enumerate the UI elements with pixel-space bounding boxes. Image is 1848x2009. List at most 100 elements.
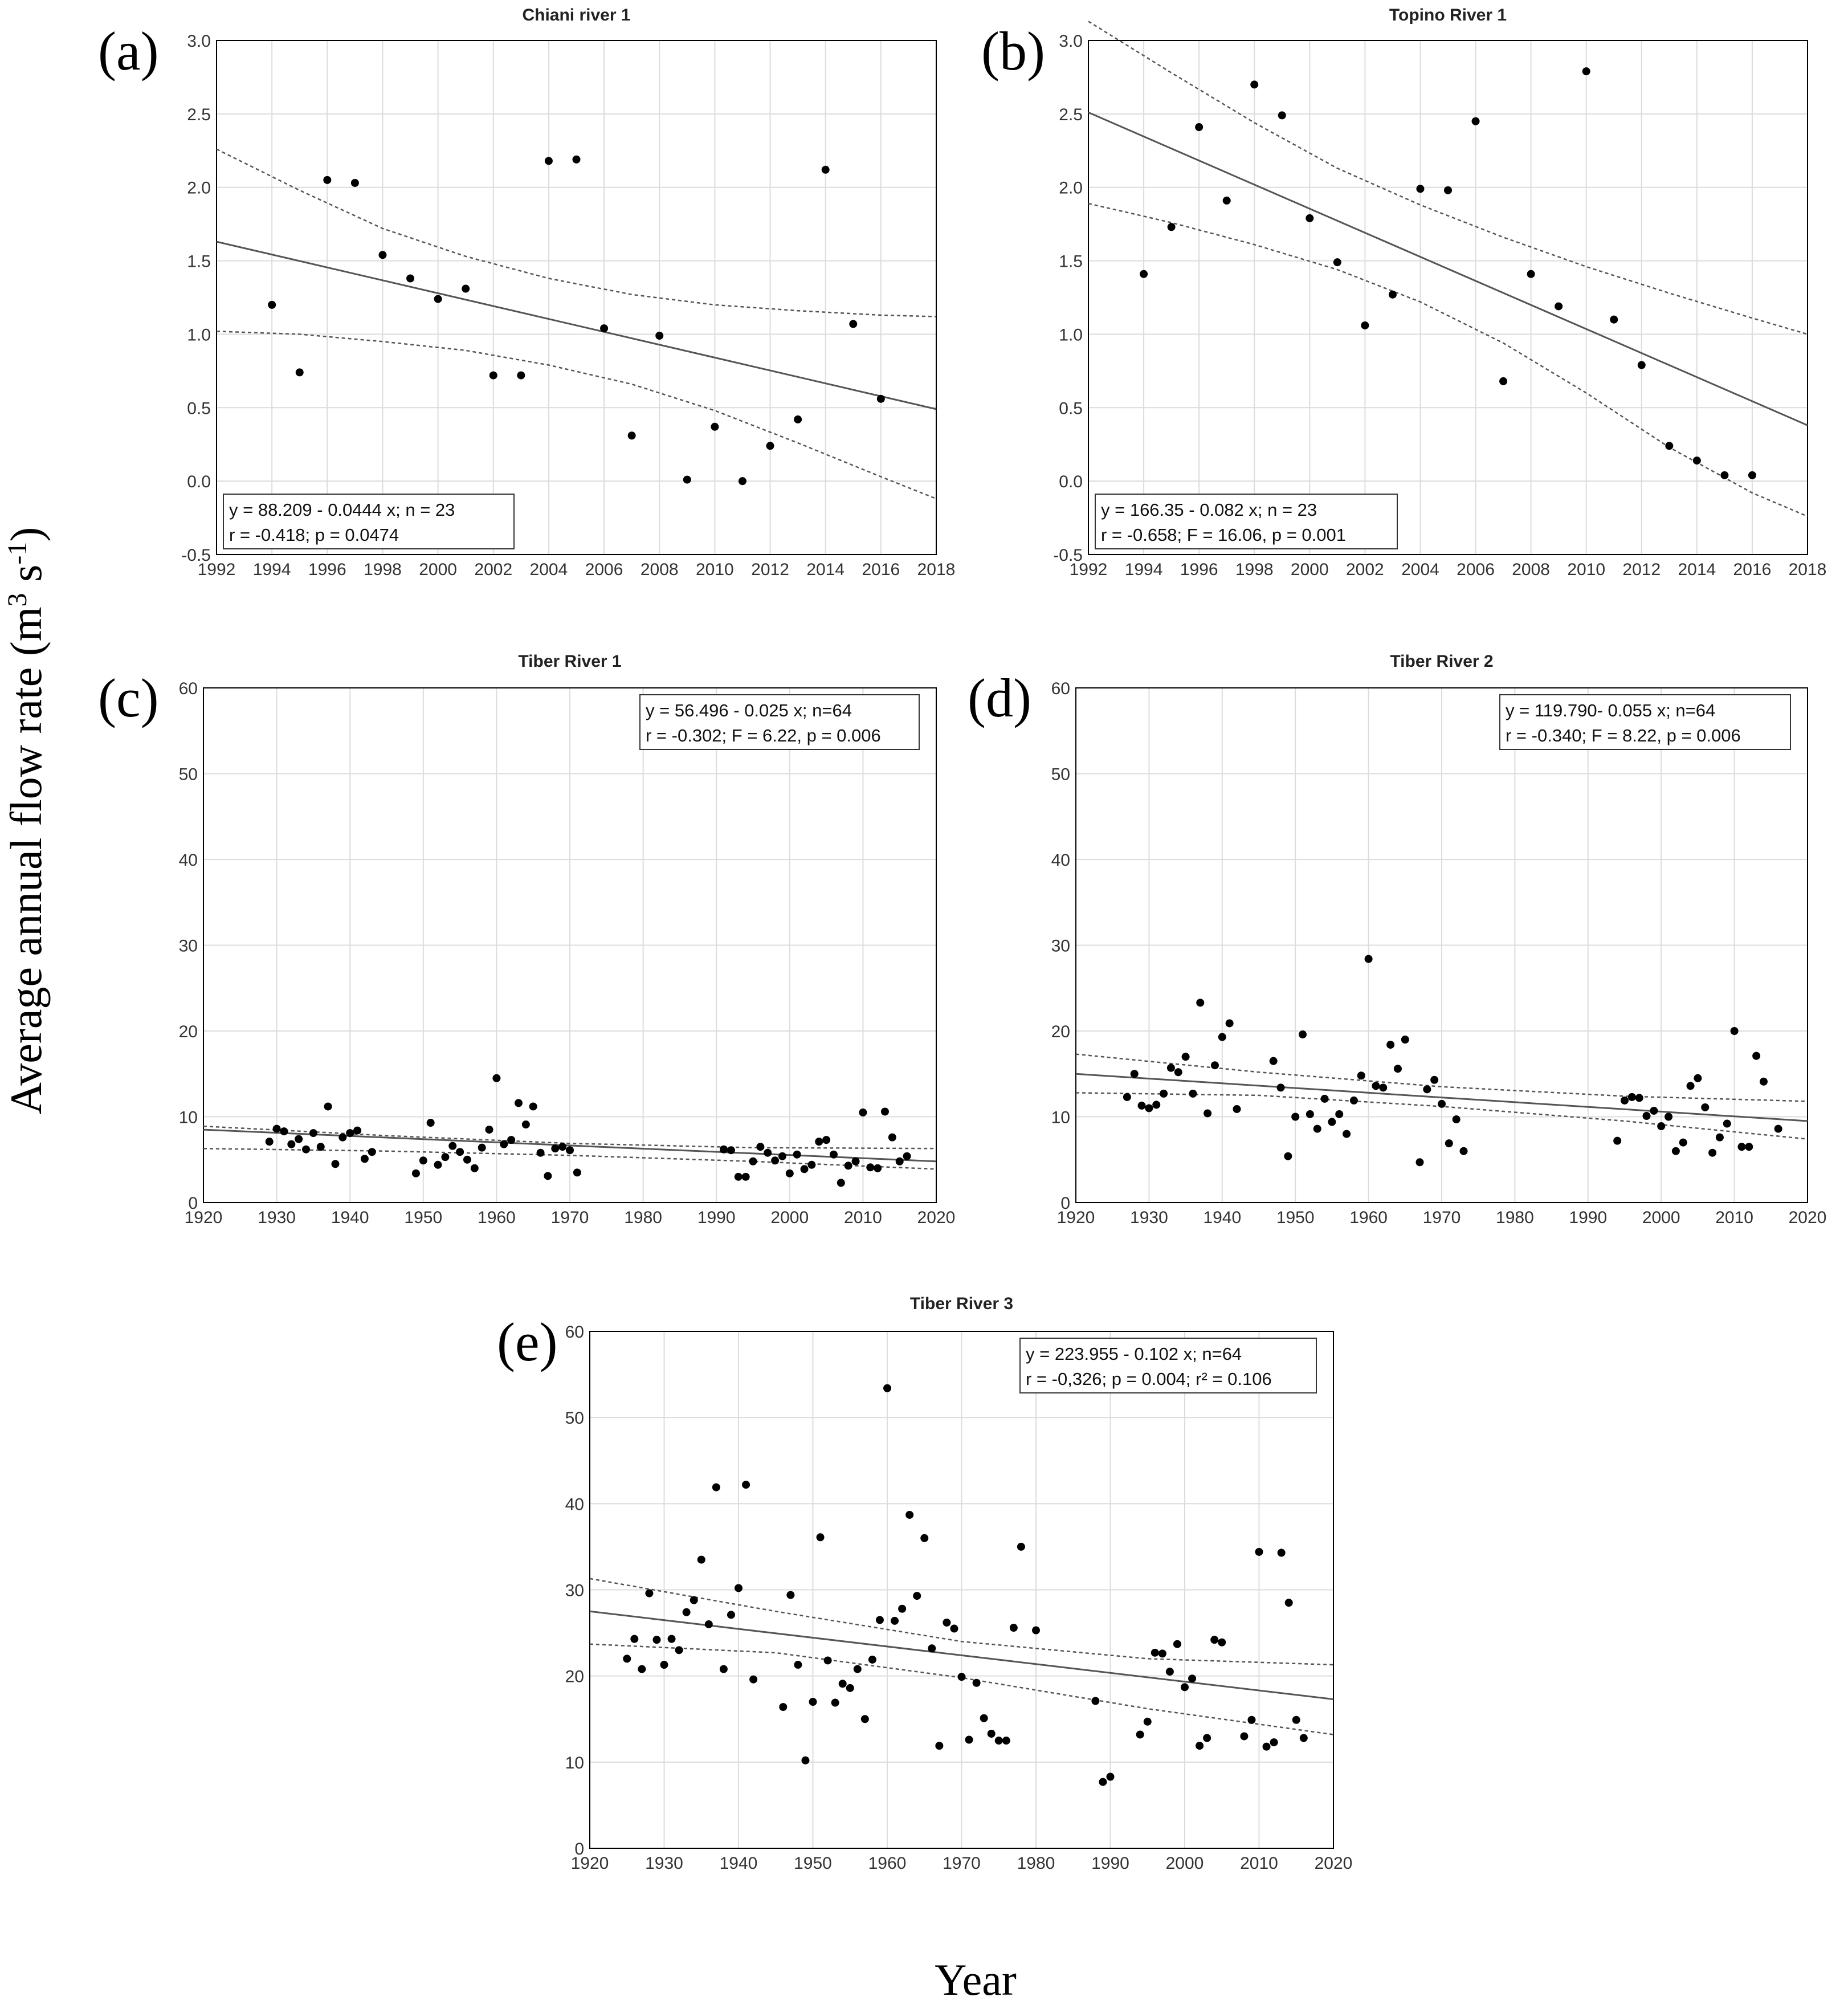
- x-tick-label: 1930: [1130, 1208, 1168, 1227]
- y-tick-label: 3.0: [1059, 32, 1083, 51]
- data-point: [566, 1146, 574, 1155]
- data-point: [866, 1163, 875, 1172]
- data-point: [1189, 1089, 1197, 1098]
- y-tick-label: -0.5: [1053, 546, 1083, 565]
- data-point: [868, 1655, 876, 1664]
- data-point: [507, 1136, 516, 1144]
- regression-stats-line: y = 88.209 - 0.0444 x; n = 23: [229, 500, 455, 520]
- chart-panel-a: 1992 1994 1996 1998 2000 2002 2004 2006 2008 2010…: [98, 6, 955, 579]
- y-tick-label: 10: [565, 1754, 584, 1772]
- data-point: [801, 1756, 810, 1765]
- y-tick-label: 30: [1051, 937, 1070, 956]
- chart-title: Tiber River 2: [1390, 652, 1493, 671]
- data-point: [378, 251, 387, 259]
- data-point: [1152, 1101, 1161, 1109]
- data-point: [1160, 1089, 1168, 1098]
- x-tick-label: 1950: [404, 1208, 442, 1227]
- x-tick-label: 1930: [645, 1854, 683, 1873]
- data-point: [1627, 1093, 1636, 1101]
- data-point: [800, 1165, 809, 1173]
- data-point: [1657, 1122, 1666, 1131]
- data-point: [1032, 1626, 1040, 1635]
- data-point: [302, 1145, 311, 1154]
- data-point: [1349, 1096, 1358, 1105]
- data-point: [1328, 1118, 1336, 1126]
- data-point: [888, 1133, 896, 1142]
- data-point: [883, 1384, 891, 1392]
- y-tick-label: 60: [1051, 679, 1070, 698]
- data-point: [660, 1661, 668, 1669]
- data-point: [727, 1611, 735, 1619]
- y-tick-label: 0: [574, 1840, 584, 1859]
- x-tick-label: 2010: [844, 1208, 882, 1227]
- regression-stats-box: y = 166.35 - 0.082 x; n = 23 r = -0.658; …: [1095, 494, 1398, 549]
- data-point: [735, 1584, 743, 1592]
- data-point: [272, 1124, 281, 1133]
- data-point: [1218, 1638, 1226, 1647]
- plot-frame: [216, 40, 937, 555]
- x-tick-label: 1940: [331, 1208, 369, 1227]
- data-point: [323, 176, 332, 184]
- data-point: [544, 1172, 552, 1180]
- data-point: [1694, 1074, 1702, 1082]
- data-point: [1679, 1138, 1687, 1147]
- data-point: [853, 1665, 862, 1673]
- regression-stats-line: y = 119.790- 0.055 x; n=64: [1506, 700, 1715, 720]
- data-point: [1555, 302, 1563, 311]
- data-point: [785, 1169, 794, 1177]
- data-point: [1471, 117, 1480, 125]
- data-point: [794, 1661, 802, 1669]
- x-tick-label: 2020: [1789, 1208, 1827, 1227]
- regression-line: [203, 1128, 937, 1163]
- data-point: [287, 1140, 296, 1148]
- data-point: [1748, 471, 1756, 479]
- regression-stats-box: y = 56.496 - 0.025 x; n=64 r = -0.302; F …: [639, 694, 920, 750]
- data-point: [880, 1107, 889, 1116]
- data-point: [1416, 185, 1425, 193]
- data-point: [360, 1155, 369, 1163]
- x-tick-label: 2004: [1401, 560, 1439, 579]
- data-point: [987, 1729, 996, 1738]
- data-point: [1715, 1133, 1724, 1142]
- data-point: [295, 368, 304, 377]
- regression-line: [1088, 111, 1808, 426]
- data-point: [823, 1656, 832, 1665]
- data-point: [1582, 67, 1590, 76]
- confidence-band-upper: [1088, 21, 1808, 335]
- confidence-band-lower: [1088, 202, 1808, 517]
- data-point: [1401, 1036, 1409, 1044]
- y-tick-label: 10: [179, 1109, 198, 1127]
- chart-panel-b: 1992 1994 1996 1998 2000 2002 2004 2006 2008 2010…: [981, 6, 1826, 579]
- confidence-band-upper: [589, 1578, 1334, 1666]
- data-point: [1284, 1599, 1293, 1607]
- x-tick-label: 2010: [696, 560, 734, 579]
- data-point: [346, 1129, 354, 1138]
- data-point: [935, 1742, 944, 1750]
- stats-box-frame: [223, 494, 515, 549]
- confidence-band-upper: [216, 148, 937, 317]
- y-tick-label: 20: [565, 1668, 584, 1686]
- data-point: [1269, 1057, 1278, 1065]
- data-point: [1225, 1019, 1234, 1028]
- chart-title: Chiani river 1: [522, 6, 630, 25]
- data-point: [749, 1157, 757, 1166]
- data-point: [1123, 1093, 1131, 1101]
- regression-stats-line: y = 56.496 - 0.025 x; n=64: [646, 700, 852, 720]
- y-axis-label: Average annual flow rate (m3 s-1): [1, 527, 51, 1115]
- regression-stats-line: r = -0.340; F = 8.22, p = 0.006: [1506, 726, 1741, 745]
- x-tick-label: 2020: [1315, 1854, 1353, 1873]
- x-tick-label: 1990: [1091, 1854, 1129, 1873]
- data-point: [1444, 186, 1452, 194]
- data-point: [1204, 1109, 1212, 1118]
- x-tick-label: 1940: [1203, 1208, 1241, 1227]
- x-tick-label: 2006: [585, 560, 623, 579]
- y-tick-label: 0.0: [1059, 472, 1083, 491]
- regression-stats-line: r = -0.302; F = 6.22, p = 0.006: [646, 726, 881, 745]
- data-point: [368, 1148, 376, 1156]
- data-point: [1499, 377, 1508, 385]
- x-tick-label: 1960: [1349, 1208, 1388, 1227]
- x-tick-label: 2020: [917, 1208, 956, 1227]
- data-point: [1276, 1083, 1285, 1092]
- x-tick-label: 2000: [419, 560, 457, 579]
- data-point: [1299, 1030, 1307, 1039]
